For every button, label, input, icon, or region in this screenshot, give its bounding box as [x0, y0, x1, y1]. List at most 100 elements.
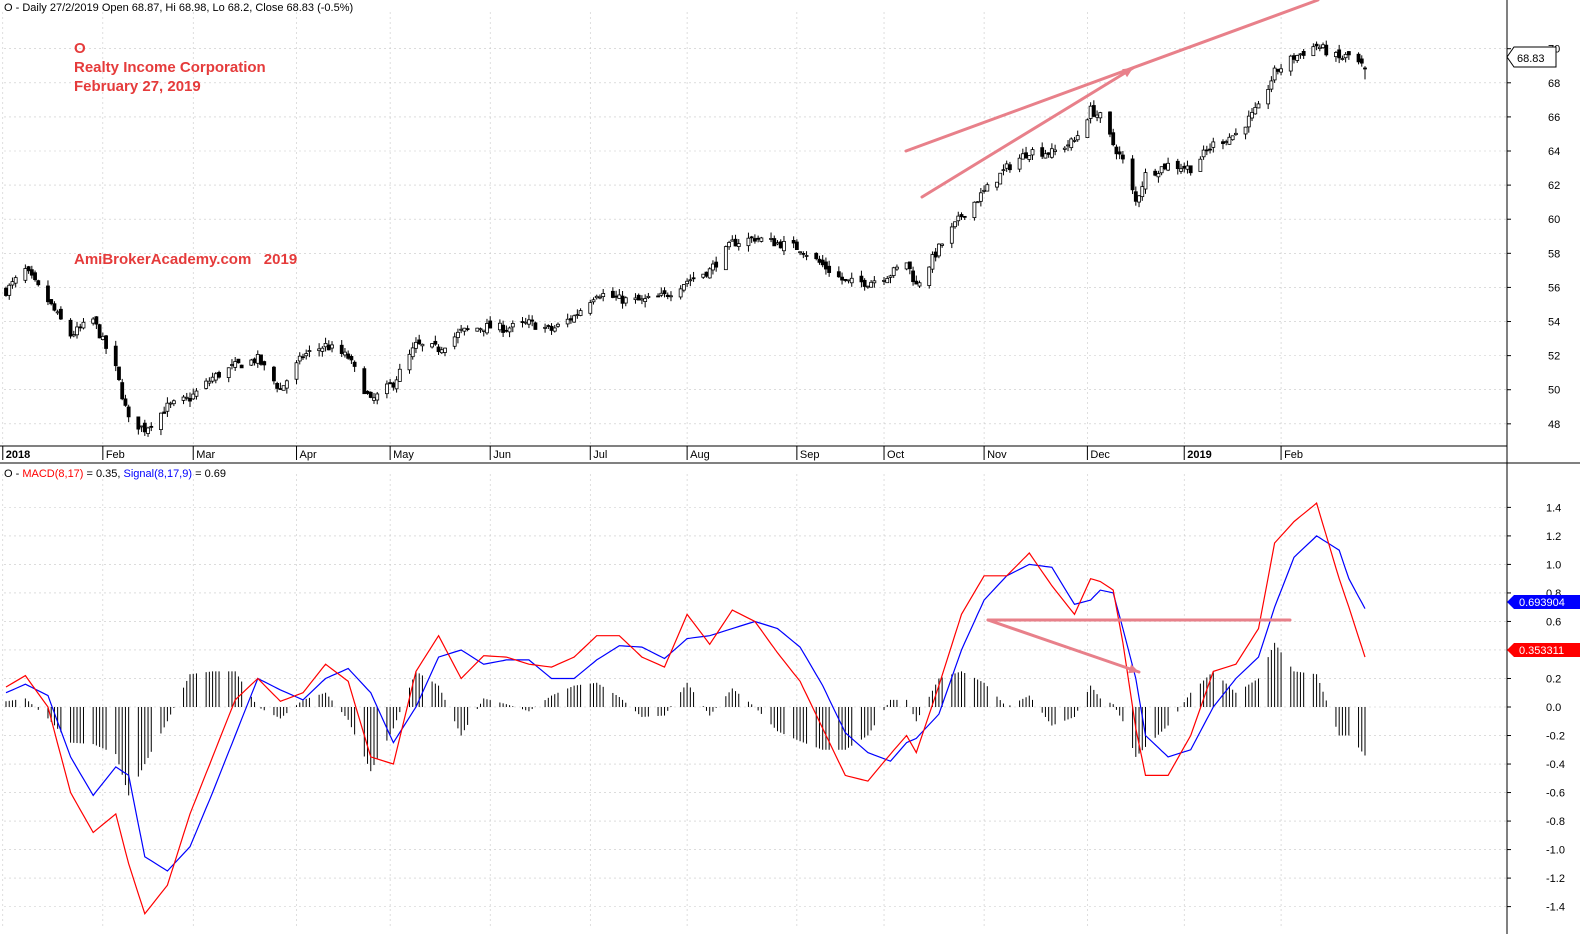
candle-body [669, 295, 673, 298]
candle-body [1049, 148, 1054, 158]
candle-body [52, 303, 57, 311]
candle-body [1111, 132, 1116, 146]
candle-body [1359, 58, 1364, 64]
candle-body [213, 373, 218, 381]
price-header: O - Daily 27/2/2019 Open 68.87, Hi 68.98… [4, 2, 353, 14]
candle-body [756, 237, 761, 240]
candle-body [191, 393, 196, 400]
candle-body [475, 327, 480, 332]
candle-body [317, 348, 322, 352]
candle-body [711, 263, 715, 271]
candle-body [956, 215, 961, 222]
candle-body [772, 238, 777, 247]
candle-body [1175, 160, 1180, 170]
candle-body [691, 277, 696, 280]
candle-body [349, 355, 354, 361]
candle-body [126, 406, 131, 418]
x-tick-label: Dec [1090, 449, 1110, 461]
candle-body [4, 287, 8, 296]
candle-body [149, 425, 154, 428]
macd-y-tick-label: 0.0 [1546, 702, 1561, 714]
candle-body [297, 355, 302, 362]
candle-body [410, 347, 415, 358]
candle-body [753, 238, 757, 242]
candle-body [552, 327, 557, 332]
candle-body [930, 254, 935, 270]
candle-body [817, 258, 822, 263]
candle-body [530, 319, 535, 322]
candle-body [565, 318, 570, 325]
candle-body [510, 323, 515, 328]
candle-body [872, 280, 877, 284]
candle-body [778, 241, 783, 249]
candle-body [801, 253, 806, 255]
svg-text:0.693904: 0.693904 [1519, 597, 1565, 609]
macd-header: O - MACD(8,17) = 0.35, Signal(8,17,9) = … [4, 468, 226, 480]
candle-body [598, 296, 602, 299]
candle-body [917, 282, 922, 287]
candle-body [81, 321, 86, 329]
macd-y-tick-label: -0.6 [1546, 788, 1565, 800]
candle-body [614, 295, 618, 298]
candle-body [1269, 80, 1274, 90]
candle-body [814, 252, 819, 260]
candle-body [49, 299, 54, 305]
candle-body [1227, 136, 1232, 145]
candle-body [1211, 141, 1216, 148]
candle-body [1314, 43, 1319, 47]
candle-body [217, 372, 221, 378]
candle-body [688, 279, 693, 282]
candle-body [388, 382, 393, 385]
candle-body [578, 310, 583, 316]
candle-body [414, 341, 418, 349]
candle-body [1095, 114, 1099, 118]
candle-body [7, 284, 12, 296]
macd-y-tick-label: -1.4 [1546, 902, 1565, 914]
candle-body [775, 242, 780, 245]
candle-body [78, 326, 83, 329]
candle-body [791, 240, 796, 244]
x-tick-label: Nov [987, 449, 1007, 461]
candle-body [927, 266, 932, 286]
candle-body [662, 290, 667, 295]
candle-body [204, 380, 209, 389]
candle-body [1091, 105, 1096, 117]
candle-body [891, 267, 896, 276]
candle-body [168, 402, 173, 405]
candle-body [1053, 149, 1058, 152]
candle-body [1250, 111, 1254, 119]
candle-body [1311, 46, 1316, 57]
candle-body [91, 318, 96, 324]
candle-body [937, 243, 941, 257]
candle-body [701, 273, 706, 278]
candle-body [159, 412, 163, 431]
candle-body [1153, 170, 1158, 176]
candle-body [643, 298, 648, 302]
candle-body [294, 362, 299, 380]
candle-body [681, 284, 686, 291]
candle-body [1004, 163, 1009, 169]
candle-body [1321, 44, 1325, 49]
candle-body [769, 238, 773, 240]
x-tick-label: Jun [493, 449, 511, 461]
macd-divergence-arrow-head [1128, 664, 1139, 674]
x-tick-label: Aug [690, 449, 710, 461]
candle-body [836, 271, 841, 278]
candle-body [352, 361, 357, 367]
candle-body [330, 344, 334, 349]
candle-body [326, 344, 331, 351]
macd-y-tick-label: -0.4 [1546, 759, 1565, 771]
candle-body [1017, 157, 1022, 170]
x-tick-label: May [393, 449, 414, 461]
candle-body [365, 390, 370, 394]
candle-body [252, 358, 257, 364]
candle-body [610, 290, 615, 298]
candle-body [262, 361, 267, 366]
candle-body [904, 262, 909, 270]
price-y-tick-label: 58 [1548, 248, 1560, 260]
candle-body [346, 353, 351, 359]
candle-body [1201, 149, 1206, 158]
x-tick-label: Oct [887, 449, 904, 461]
candle-body [556, 323, 560, 327]
candle-body [1085, 119, 1090, 138]
